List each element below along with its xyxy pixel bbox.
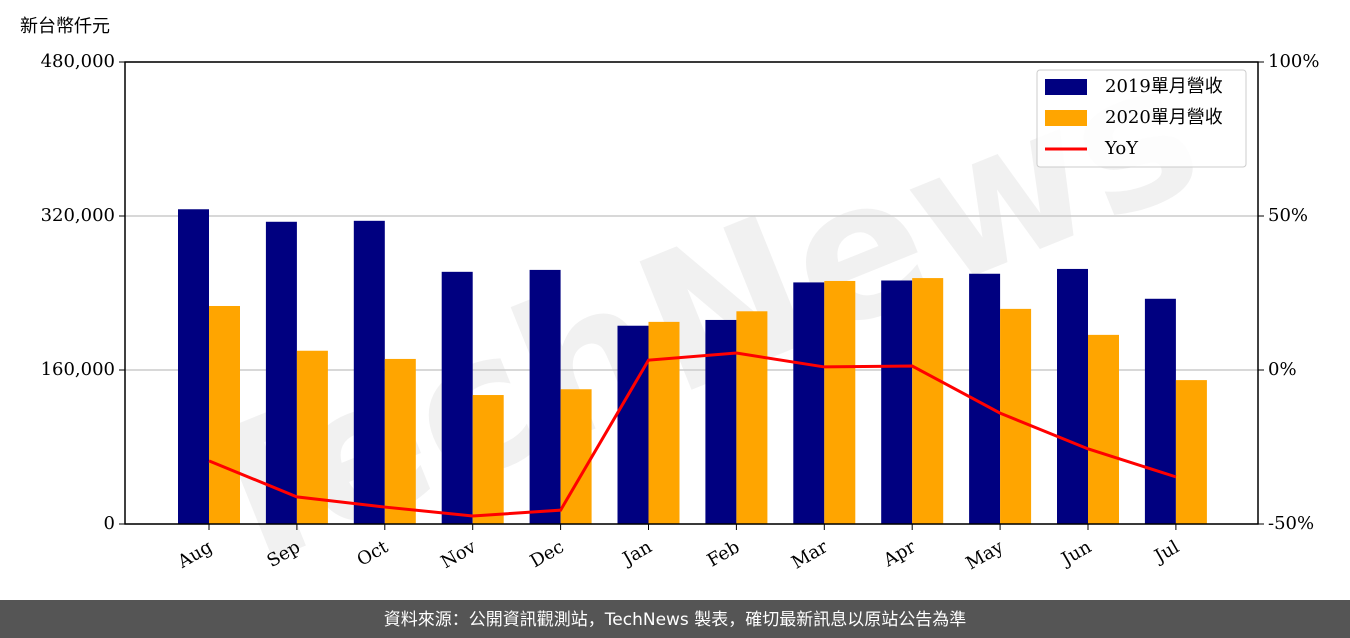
x-tick-label: Jul [1149, 536, 1183, 568]
bar [617, 325, 649, 524]
bar [296, 350, 328, 524]
x-tick-label: Jan [618, 536, 656, 570]
y2-tick-label: 100% [1268, 51, 1319, 72]
bar [384, 358, 416, 524]
x-tick-label: Jun [1056, 536, 1095, 571]
bar [1088, 334, 1119, 524]
bar [705, 319, 737, 524]
x-tick-label: Aug [173, 536, 216, 573]
y2-tick-label: 50% [1268, 205, 1308, 226]
legend-label: YoY [1104, 138, 1139, 159]
y-tick-label: 0 [104, 513, 115, 534]
bar [353, 220, 385, 524]
y-tick-label: 320,000 [41, 205, 115, 226]
bar [209, 305, 240, 524]
x-tick-label: Feb [704, 536, 744, 571]
y2-tick-label: 0% [1268, 359, 1297, 380]
bar [1057, 268, 1088, 524]
bar [648, 321, 680, 524]
bar [178, 209, 209, 524]
x-tick-label: Apr [879, 536, 919, 571]
bar [824, 280, 856, 524]
footer-bar [0, 600, 1350, 638]
legend-box [1036, 69, 1247, 168]
y-tick-label: 160,000 [41, 359, 115, 380]
bar [1144, 298, 1176, 524]
x-tick-label: Mar [788, 536, 832, 573]
bar [912, 278, 944, 524]
bar [1175, 380, 1207, 524]
bar [529, 269, 561, 524]
plot-frame [124, 61, 1259, 525]
bar [441, 271, 473, 524]
bar [472, 395, 504, 524]
bar [736, 311, 768, 524]
legend-label: 2019單月營收 [1105, 76, 1223, 97]
x-tick-label: May [963, 536, 1008, 574]
bar [265, 221, 297, 524]
footer: 資料來源：公開資訊觀測站，TechNews 製表，確切最新訊息以原站公告為準 [384, 610, 966, 630]
y-axis-label: 新台幣仟元 [20, 16, 110, 37]
bar [881, 280, 913, 524]
y-tick-label: 480,000 [41, 51, 115, 72]
bar [793, 282, 825, 524]
legend-swatch [1045, 110, 1087, 126]
legend-label: 2020單月營收 [1105, 107, 1223, 128]
x-tick-label: Nov [437, 536, 480, 573]
y2-tick-label: -50% [1268, 513, 1314, 534]
line [208, 351, 1177, 518]
legend-swatch [1045, 79, 1087, 95]
x-tick-label: Dec [527, 536, 568, 572]
